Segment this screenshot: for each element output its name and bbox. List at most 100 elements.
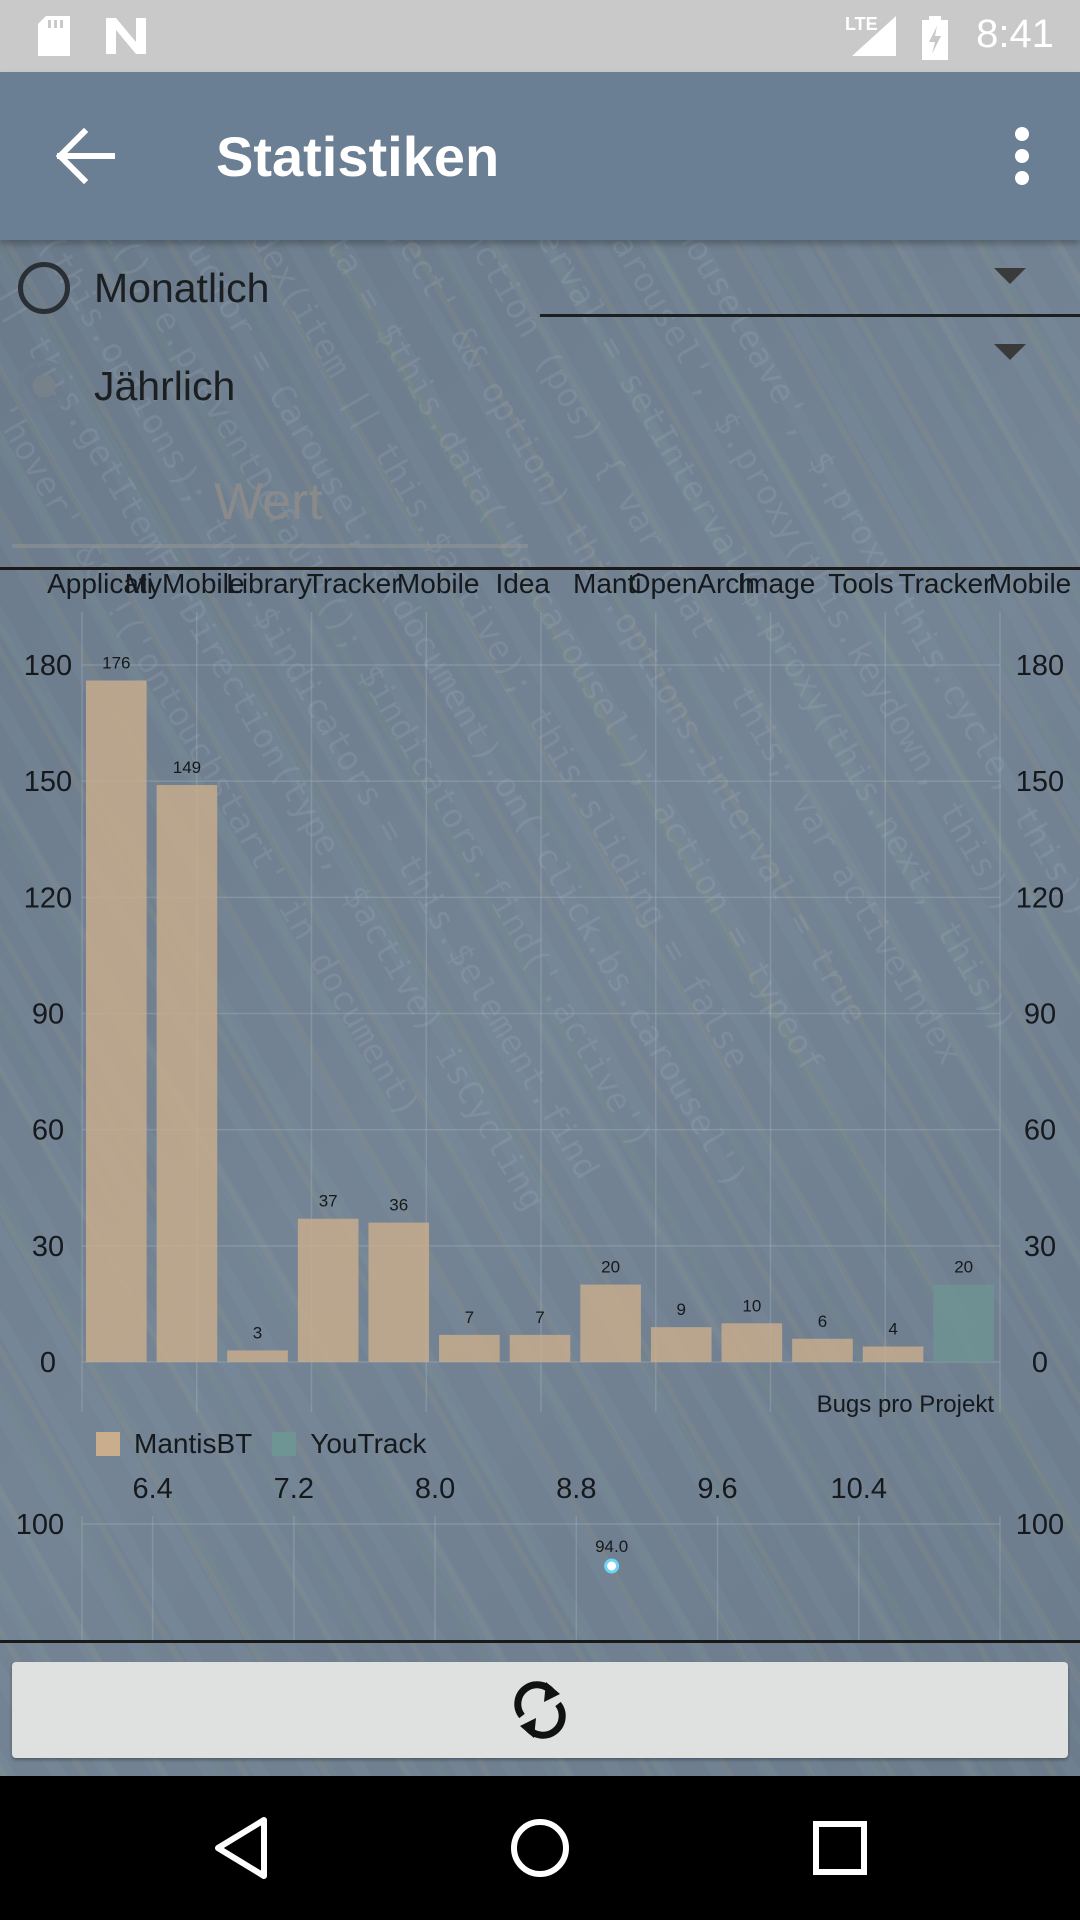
bar-mantisbt [297, 1218, 359, 1362]
bar-value-label: 20 [954, 1258, 973, 1277]
category-label: Library [226, 568, 312, 599]
bar-mantisbt [721, 1323, 783, 1362]
legend-item-mantisbt: MantisBT [96, 1428, 252, 1460]
y-tick-right: 100 [1016, 1509, 1064, 1541]
bar-mantisbt [792, 1338, 853, 1362]
y-tick-left: 150 [24, 766, 72, 798]
x-tick-label: 8.8 [556, 1473, 596, 1505]
bar-youtrack [933, 1284, 994, 1362]
radio-yearly-label: Jährlich [94, 362, 236, 409]
nav-back-icon [215, 1817, 267, 1879]
radio-yearly[interactable]: Jährlich [18, 356, 235, 416]
y-tick-right: 30 [1024, 1231, 1056, 1263]
page-title: Statistiken [216, 125, 500, 188]
bar-mantisbt [509, 1334, 571, 1362]
category-label: MyMobile [124, 568, 245, 599]
bar-mantisbt [156, 785, 218, 1362]
category-label: Tracker [898, 568, 993, 599]
chart-bottom-divider [0, 1640, 1080, 1643]
bar-value-label: 3 [253, 1323, 262, 1342]
bar-value-label: 7 [535, 1308, 544, 1327]
nav-home-icon [511, 1819, 569, 1877]
value-input-placeholder: Wert [214, 473, 323, 531]
reload-button[interactable] [12, 1662, 1068, 1758]
x-tick-label: 6.4 [132, 1473, 172, 1505]
category-label: Tools [828, 568, 894, 599]
bar-mantisbt [86, 680, 147, 1362]
nav-recents-icon [813, 1821, 867, 1875]
signal-icon [852, 16, 896, 56]
arrow-back-icon [55, 127, 115, 185]
radio-monthly-circle [18, 262, 70, 314]
x-tick-label: 7.2 [274, 1473, 314, 1505]
scatter-chart: 6.4 7.2 8.0 8.8 9.6 10.4 100 100 94.0 [16, 1473, 1064, 1640]
legend-item-youtrack: YouTrack [272, 1428, 426, 1460]
y-tick-right: 120 [1016, 882, 1064, 914]
bar-value-label: 4 [888, 1320, 897, 1339]
bar-value-label: 37 [319, 1192, 338, 1211]
network-type: LTE [845, 14, 878, 34]
y-tick-left: 120 [24, 882, 72, 914]
bar-value-label: 36 [389, 1196, 408, 1215]
overflow-menu-button[interactable] [1002, 126, 1042, 186]
value-input[interactable]: Wert [12, 470, 528, 548]
bar-value-label: 10 [742, 1296, 761, 1315]
y-tick-left: 100 [16, 1509, 64, 1541]
nav-back-button[interactable] [206, 1812, 278, 1884]
bar-value-label: 9 [676, 1300, 685, 1319]
y-tick-left: 90 [32, 999, 64, 1031]
scatter-point [604, 1558, 620, 1574]
chart-legend: MantisBT YouTrack [96, 1424, 446, 1464]
radio-monthly[interactable]: Monatlich [18, 258, 269, 318]
category-label: Idea [495, 568, 550, 599]
legend-swatch-mantisbt [96, 1432, 120, 1456]
y-tick-left: 60 [32, 1115, 64, 1147]
chevron-down-icon [994, 344, 1026, 360]
legend-label-mantisbt: MantisBT [134, 1428, 253, 1459]
year-dropdown[interactable] [540, 328, 1080, 388]
bar-mantisbt [368, 1222, 430, 1362]
nav-recents-button[interactable] [804, 1812, 876, 1884]
y-tick-left: 180 [24, 650, 72, 682]
nav-home-button[interactable] [504, 1812, 576, 1884]
radio-yearly-circle [18, 360, 70, 412]
refresh-icon [514, 1681, 566, 1739]
radio-monthly-label: Monatlich [94, 264, 270, 311]
y-tick-right: 150 [1016, 766, 1064, 798]
bar-value-label: 149 [173, 758, 201, 777]
legend-label-youtrack: YouTrack [310, 1428, 427, 1459]
app-bar: Statistiken [0, 72, 1080, 240]
n-logo-icon [106, 18, 146, 54]
x-tick-label: 10.4 [831, 1473, 887, 1505]
category-label: Manti [573, 568, 642, 599]
battery-charging-icon [922, 16, 948, 60]
scatter-point-label: 94.0 [595, 1537, 628, 1556]
bugs-bar-chart: 0 0 30 30 60 60 90 90 120 120 150 150 180 180 176 149 3 3… [24, 612, 1064, 1412]
more-vert-icon [1015, 127, 1029, 185]
bar-value-label: 6 [818, 1312, 827, 1331]
category-label: Mobile [396, 568, 480, 599]
category-label: OpenArch [628, 568, 755, 599]
category-axis-labels: Applicati MyMobile Library Tracker Mobile Ide… [0, 568, 1080, 608]
y-tick-right: 180 [1016, 650, 1064, 682]
y-tick-right: 0 [1032, 1347, 1048, 1379]
chart-top-divider [0, 567, 1080, 570]
chart-description: Bugs pro Projekt [816, 1391, 994, 1418]
y-tick-left: 30 [32, 1231, 64, 1263]
category-label: Applicati [47, 568, 153, 599]
bar-mantisbt [862, 1346, 924, 1362]
x-tick-label: 8.0 [415, 1473, 455, 1505]
bar-mantisbt [439, 1334, 500, 1362]
bar-value-label: 7 [465, 1308, 474, 1327]
legend-swatch-youtrack [272, 1432, 297, 1456]
back-button[interactable] [48, 124, 120, 188]
bar-value-label: 176 [102, 653, 130, 672]
category-label: Tracker [306, 568, 401, 599]
y-tick-right: 90 [1024, 999, 1056, 1031]
bar-mantisbt [227, 1350, 288, 1362]
clock: 8:41 [976, 12, 1054, 56]
period-dropdown[interactable] [540, 248, 1080, 317]
sd-card-icon [38, 16, 70, 56]
bar-value-label: 20 [601, 1258, 620, 1277]
category-label: Image [737, 568, 816, 599]
